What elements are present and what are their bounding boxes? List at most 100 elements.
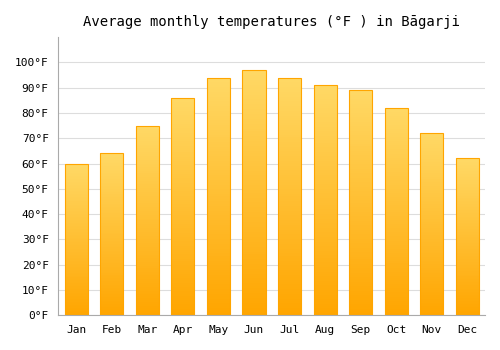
- Bar: [172, 144, 194, 146]
- Bar: [207, 85, 230, 87]
- Bar: [136, 194, 159, 196]
- Bar: [456, 287, 479, 289]
- Bar: [349, 228, 372, 230]
- Bar: [172, 209, 194, 211]
- Bar: [242, 310, 266, 313]
- Bar: [420, 228, 443, 230]
- Bar: [278, 213, 301, 216]
- Bar: [420, 253, 443, 255]
- Bar: [64, 256, 88, 258]
- Bar: [314, 129, 336, 131]
- Bar: [349, 214, 372, 216]
- Bar: [314, 251, 336, 253]
- Bar: [100, 225, 124, 226]
- Bar: [172, 246, 194, 248]
- Bar: [207, 161, 230, 163]
- Bar: [349, 95, 372, 97]
- Bar: [314, 85, 336, 88]
- Bar: [136, 199, 159, 202]
- Bar: [100, 183, 124, 184]
- Bar: [384, 178, 407, 181]
- Bar: [349, 162, 372, 164]
- Bar: [242, 121, 266, 124]
- Bar: [242, 247, 266, 249]
- Bar: [314, 272, 336, 274]
- Bar: [136, 156, 159, 158]
- Bar: [314, 228, 336, 230]
- Bar: [100, 286, 124, 288]
- Bar: [314, 99, 336, 101]
- Bar: [456, 159, 479, 160]
- Bar: [207, 78, 230, 315]
- Bar: [456, 190, 479, 191]
- Bar: [349, 313, 372, 315]
- Bar: [278, 151, 301, 154]
- Bar: [64, 191, 88, 192]
- Bar: [278, 97, 301, 99]
- Bar: [64, 189, 88, 191]
- Bar: [278, 223, 301, 225]
- Bar: [100, 314, 124, 315]
- Bar: [456, 256, 479, 257]
- Bar: [172, 222, 194, 224]
- Bar: [172, 120, 194, 122]
- Bar: [349, 182, 372, 185]
- Bar: [136, 281, 159, 283]
- Bar: [100, 176, 124, 178]
- Bar: [242, 126, 266, 129]
- Bar: [64, 226, 88, 227]
- Bar: [242, 183, 266, 185]
- Bar: [172, 252, 194, 254]
- Bar: [207, 289, 230, 292]
- Bar: [100, 243, 124, 244]
- Bar: [172, 146, 194, 148]
- Bar: [384, 193, 407, 195]
- Bar: [456, 196, 479, 198]
- Bar: [242, 269, 266, 271]
- Bar: [136, 243, 159, 245]
- Bar: [349, 297, 372, 300]
- Bar: [242, 217, 266, 219]
- Bar: [420, 273, 443, 275]
- Bar: [242, 72, 266, 75]
- Bar: [100, 301, 124, 302]
- Bar: [314, 279, 336, 281]
- Bar: [242, 288, 266, 291]
- Bar: [100, 166, 124, 168]
- Bar: [100, 272, 124, 273]
- Bar: [456, 195, 479, 196]
- Bar: [349, 176, 372, 178]
- Bar: [314, 216, 336, 219]
- Bar: [136, 166, 159, 167]
- Bar: [456, 215, 479, 217]
- Bar: [420, 262, 443, 264]
- Bar: [207, 135, 230, 137]
- Bar: [136, 139, 159, 141]
- Bar: [242, 296, 266, 298]
- Bar: [100, 157, 124, 158]
- Bar: [349, 259, 372, 261]
- Bar: [136, 220, 159, 222]
- Bar: [456, 204, 479, 205]
- Bar: [172, 133, 194, 135]
- Bar: [172, 274, 194, 276]
- Bar: [314, 189, 336, 191]
- Bar: [420, 252, 443, 253]
- Bar: [349, 221, 372, 223]
- Bar: [136, 133, 159, 135]
- Bar: [64, 244, 88, 245]
- Bar: [64, 241, 88, 243]
- Bar: [278, 192, 301, 194]
- Bar: [136, 131, 159, 133]
- Bar: [136, 298, 159, 300]
- Bar: [456, 284, 479, 286]
- Bar: [242, 313, 266, 315]
- Bar: [456, 240, 479, 241]
- Bar: [456, 286, 479, 287]
- Bar: [456, 254, 479, 256]
- Bar: [384, 187, 407, 189]
- Bar: [384, 110, 407, 112]
- Bar: [242, 259, 266, 261]
- Bar: [349, 144, 372, 147]
- Bar: [278, 78, 301, 80]
